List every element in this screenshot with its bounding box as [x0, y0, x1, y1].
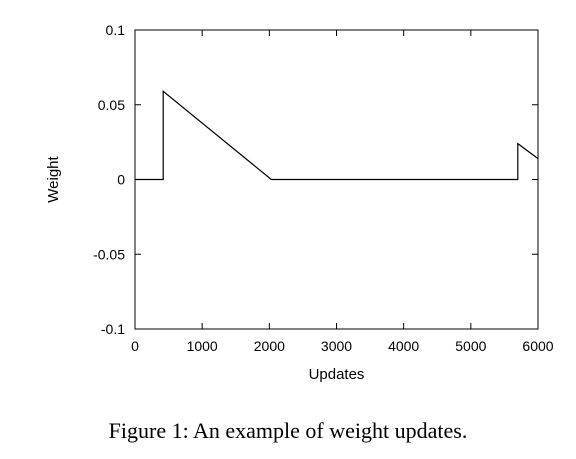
x-tick-label: 3000 [321, 338, 352, 354]
y-tick-label: 0 [117, 172, 125, 188]
figure-caption: Figure 1: An example of weight updates. [108, 418, 468, 443]
x-tick-label: 1000 [187, 338, 218, 354]
x-axis-label: Updates [309, 366, 365, 383]
y-tick-label: -0.05 [93, 246, 125, 262]
weight-series-line [135, 90, 539, 181]
x-tick-label: 4000 [388, 338, 419, 354]
y-tick-label: 0.1 [106, 22, 126, 38]
weight-updates-chart: 0 1000 2000 3000 4000 5000 6000 0.1 0.05 0 -0.05 -… [45, 22, 554, 383]
y-tick-label: -0.1 [101, 321, 125, 337]
x-tick-label: 5000 [455, 338, 486, 354]
y-axis-label: Weight [45, 155, 62, 202]
x-tick-label: 0 [131, 338, 139, 354]
x-axis: 0 1000 2000 3000 4000 5000 6000 [131, 30, 554, 354]
x-tick-label: 6000 [522, 338, 553, 354]
y-tick-label: 0.05 [98, 97, 125, 113]
x-tick-label: 2000 [254, 338, 285, 354]
